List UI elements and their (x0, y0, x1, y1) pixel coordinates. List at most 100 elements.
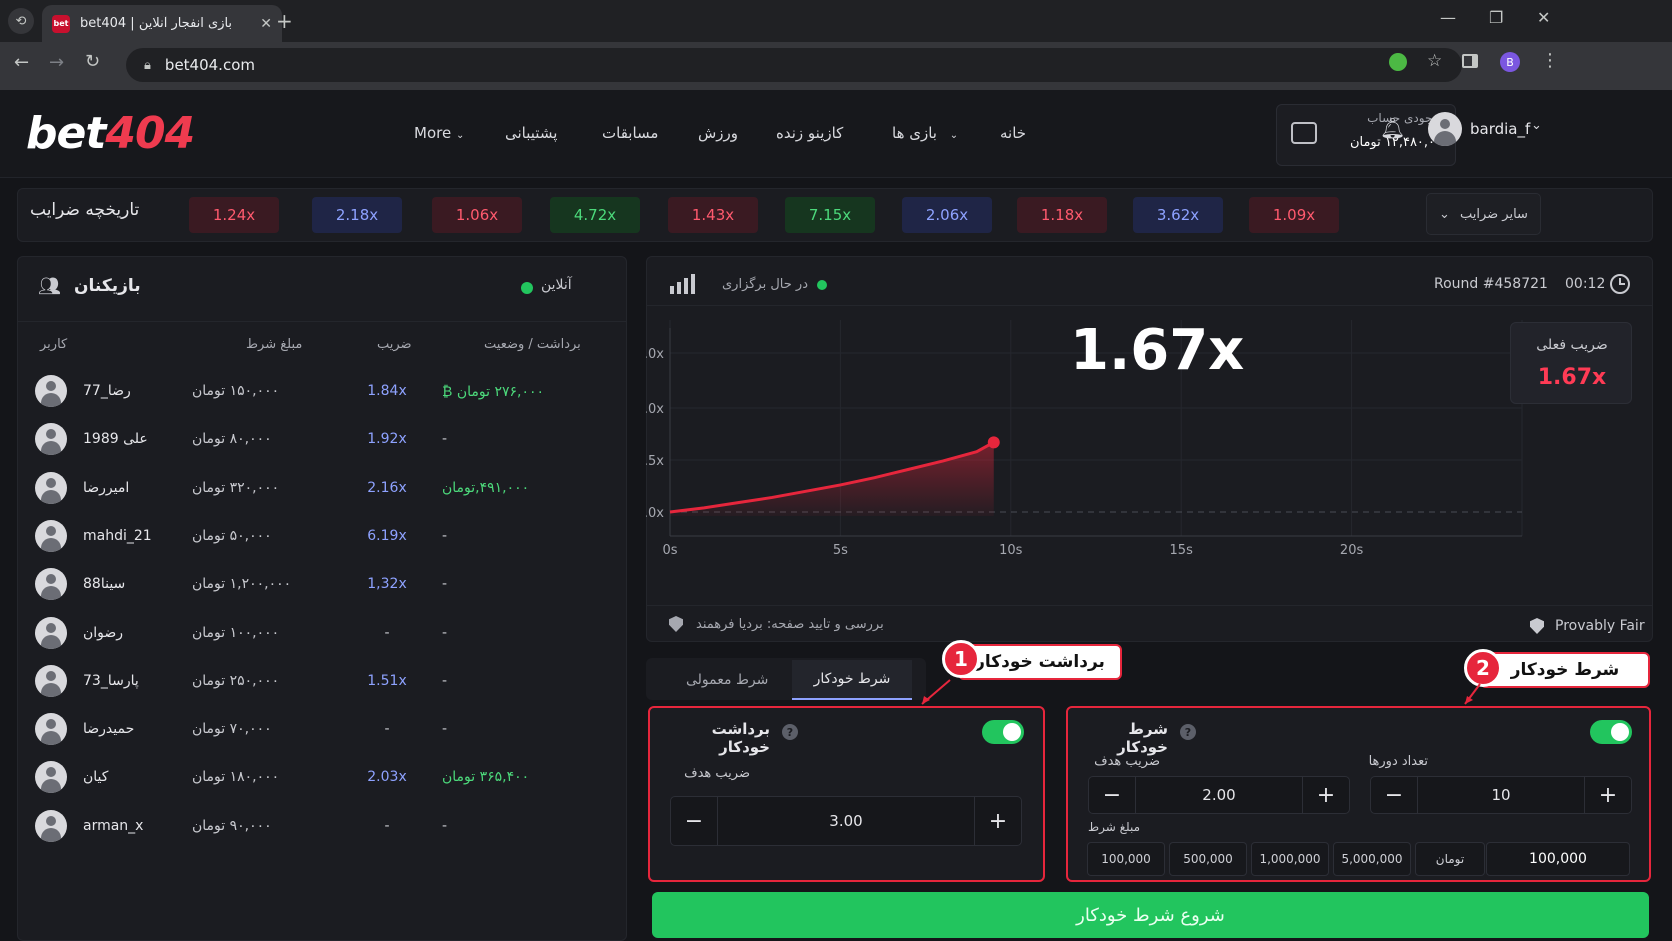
callout-badge-1: 1 (942, 640, 980, 678)
history-pill[interactable]: 7.15x (785, 197, 875, 233)
increment-button[interactable]: + (1598, 782, 1618, 808)
nav-sports[interactable]: ورزش (698, 124, 739, 142)
users-icon: 👥︎ (38, 276, 61, 297)
history-pill[interactable]: 1.43x (668, 197, 758, 233)
wallet-box[interactable]: موجودی حساب ۱۲,۴۸۰,۰۰۰ تومان (1276, 104, 1456, 166)
current-multiplier-value: 1.67x (1537, 365, 1607, 390)
game-panel (646, 256, 1653, 642)
player-payout: ۳۶۵,۴۰۰ تومان (442, 769, 530, 786)
nav-games[interactable]: بازی ها ⌄ (892, 124, 959, 142)
nav-tournaments[interactable]: مسابقات (602, 124, 659, 142)
chevron-down-icon[interactable]: ⌄ (1531, 118, 1542, 133)
auto-bet-title: شرط خودکار (1117, 720, 1168, 756)
amount-chip[interactable]: 100,000 (1087, 842, 1165, 876)
auto-target-value[interactable]: 2.00 (1135, 777, 1303, 813)
profile-avatar[interactable]: B (1500, 52, 1520, 72)
history-pill[interactable]: 3.62x (1133, 197, 1223, 233)
history-pill[interactable]: 4.72x (550, 197, 640, 233)
history-pill[interactable]: 1.24x (189, 197, 279, 233)
player-row: سینا88 ۱,۲۰۰,۰۰۰ تومان 1,32x - (32, 562, 607, 606)
decrement-button[interactable]: − (1384, 782, 1404, 808)
increment-button[interactable]: + (988, 808, 1008, 834)
close-tab-icon[interactable]: ✕ (260, 15, 272, 32)
reload-icon[interactable]: ↻ (85, 51, 101, 72)
window-close-icon[interactable]: ✕ (1537, 8, 1551, 27)
increment-button[interactable]: + (1316, 782, 1336, 808)
help-icon[interactable]: ? (782, 724, 798, 740)
x-tick-label: 5s (833, 543, 848, 558)
tab-search-icon[interactable]: ⟲ (8, 8, 34, 34)
player-name: پارسا_73 (83, 672, 139, 689)
currency-label: تومان (1415, 842, 1485, 876)
amount-chip[interactable]: 5,000,000 (1333, 842, 1411, 876)
rounds-value[interactable]: 10 (1417, 777, 1585, 813)
user-avatar[interactable] (1428, 112, 1462, 146)
stats-bars-icon[interactable] (670, 274, 695, 294)
username[interactable]: bardia_f (1470, 120, 1531, 138)
player-row: mahdi_21 ۵۰,۰۰۰ تومان 6.19x - (32, 514, 607, 558)
amount-chip[interactable]: 1,000,000 (1251, 842, 1329, 876)
auto-target-stepper[interactable]: − 2.00 + (1088, 776, 1350, 814)
player-bet: ۳۲۰,۰۰۰ تومان (192, 479, 280, 496)
logo[interactable]: bet404 (26, 108, 195, 159)
address-bar[interactable]: 🔒︎ bet404.com (126, 48, 1462, 82)
new-tab-icon[interactable]: + (276, 9, 293, 33)
nav-more[interactable]: More ⌄ (414, 124, 465, 142)
rounds-stepper[interactable]: − 10 + (1370, 776, 1632, 814)
clock-icon (1610, 274, 1630, 294)
player-payout: ۴۹۱,۰۰۰,تومان (442, 479, 530, 496)
player-payout: - (442, 624, 448, 641)
shield-check-icon (1530, 618, 1544, 634)
bet-amount-input[interactable]: 100,000 (1486, 842, 1630, 876)
tab-normal-bet[interactable]: شرط معمولی (686, 672, 769, 688)
auto-cashout-toggle[interactable] (982, 720, 1024, 744)
y-tick-label: 1.5x (646, 454, 664, 469)
history-pill[interactable]: 1.06x (432, 197, 522, 233)
history-pill[interactable]: 2.18x (312, 197, 402, 233)
history-pill[interactable]: 1.09x (1249, 197, 1339, 233)
player-multiplier: 1,32x (367, 576, 407, 593)
decrement-button[interactable]: − (684, 808, 704, 834)
avatar (35, 664, 67, 697)
wallet-label: موجودی حساب (1367, 111, 1445, 125)
player-payout: - (442, 431, 448, 448)
player-payout: - (442, 527, 448, 544)
minimize-icon[interactable]: — (1440, 8, 1456, 27)
forward-icon[interactable]: → (49, 52, 65, 73)
restore-icon[interactable]: ❐ (1489, 8, 1504, 27)
extension-icon[interactable] (1389, 53, 1407, 71)
target-multiplier-stepper[interactable]: − 3.00 + (670, 796, 1022, 846)
decrement-button[interactable]: − (1102, 782, 1122, 808)
history-pill[interactable]: 2.06x (902, 197, 992, 233)
amount-chip[interactable]: 500,000 (1169, 842, 1247, 876)
avatar (35, 761, 67, 794)
nav-support[interactable]: پشتیبانی (505, 124, 558, 142)
bell-icon[interactable]: 🔔︎ (1380, 116, 1406, 140)
side-panel-icon[interactable] (1462, 54, 1478, 68)
history-pill[interactable]: 1.18x (1017, 197, 1107, 233)
tab-auto-bet[interactable]: شرط خودکار (792, 660, 912, 700)
y-tick-label: 3.0x (646, 347, 664, 362)
nav-home[interactable]: خانه (1000, 124, 1027, 142)
player-bet: ۲۵۰,۰۰۰ تومان (192, 672, 280, 689)
shield-icon (669, 616, 683, 632)
avatar (35, 423, 67, 456)
player-payout: - (442, 817, 448, 834)
auto-bet-toggle[interactable] (1590, 720, 1632, 744)
bookmark-star-icon[interactable]: ☆ (1427, 51, 1443, 71)
browser-tab[interactable]: bet bet404 | بازی انفجار آنلاین ✕ (42, 5, 282, 42)
back-icon[interactable]: ← (14, 52, 30, 73)
more-multipliers-dropdown[interactable]: ⌄ سایر ضرایب (1426, 193, 1541, 235)
help-icon[interactable]: ? (1180, 724, 1196, 740)
target-multiplier-value[interactable]: 3.00 (717, 797, 975, 845)
provably-fair-link[interactable]: Provably Fair (1555, 618, 1645, 634)
player-payout: ۲۷۶,۰۰۰ تومان ₿ (442, 384, 545, 400)
start-auto-bet-button[interactable]: شروع شرط خودکار (652, 892, 1649, 938)
nav-live-casino[interactable]: کازینو زنده (776, 124, 844, 142)
players-title: بازیکنان (74, 276, 141, 296)
col-bet: مبلغ شرط (246, 337, 303, 352)
target-multiplier-label: ضریب هدف (684, 766, 750, 781)
avatar (35, 809, 67, 842)
player-payout: - (442, 721, 448, 738)
browser-menu-icon[interactable]: ⋮ (1541, 50, 1559, 71)
